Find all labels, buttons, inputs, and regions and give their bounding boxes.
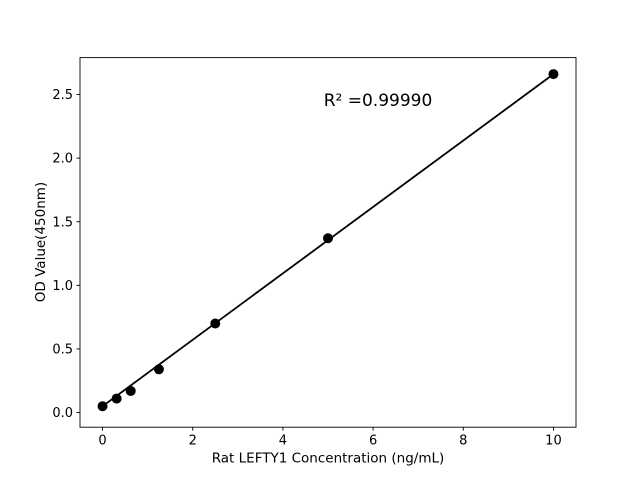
y-tick-label: 1.5	[52, 215, 73, 230]
data-point	[125, 385, 136, 396]
x-axis-label: Rat LEFTY1 Concentration (ng/mL)	[212, 451, 445, 467]
y-axis-label: OD Value(450nm)	[33, 182, 49, 302]
x-tick-label: 4	[279, 434, 287, 449]
data-point	[548, 69, 559, 80]
y-tick-label: 1.0	[52, 279, 73, 294]
y-tick-label: 2.5	[52, 88, 73, 103]
data-point	[323, 233, 333, 244]
y-tick-label: 0.0	[52, 406, 73, 421]
data-point	[97, 401, 108, 412]
y-tick-label: 2.0	[52, 152, 73, 167]
y-tick-label: 0.5	[52, 343, 73, 358]
x-tick-label: 8	[459, 434, 467, 449]
data-point	[153, 364, 164, 375]
plot-border	[79, 57, 577, 428]
r-squared-annotation: R² =0.99990	[324, 91, 433, 111]
data-point	[210, 318, 221, 329]
x-tick-label: 10	[545, 434, 562, 449]
data-point	[111, 393, 122, 404]
x-tick-label: 6	[369, 434, 377, 449]
x-tick-label: 2	[189, 434, 197, 449]
x-tick-label: 0	[98, 434, 106, 449]
